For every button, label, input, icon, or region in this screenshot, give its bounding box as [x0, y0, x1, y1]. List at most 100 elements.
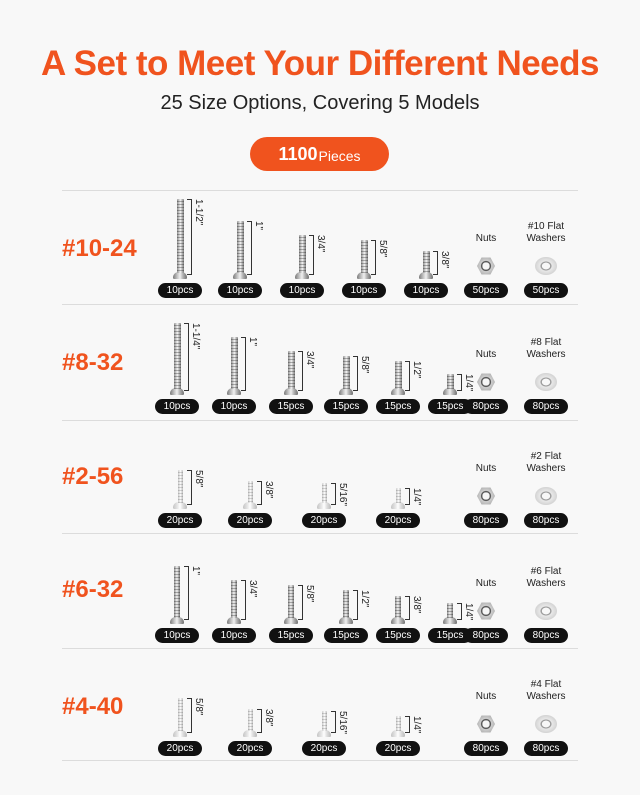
flat-washer-icon — [535, 602, 557, 620]
hex-nut-icon — [477, 602, 495, 620]
length-bracket — [187, 470, 192, 505]
quantity-badge: 10pcs — [212, 399, 256, 414]
screw-head — [295, 272, 309, 279]
parts-list: 1" 10pcs 3/4" 10pcs 5/8" 15pcs 1/2" 15pcs 3/8" 15… — [155, 534, 578, 649]
washer-label: #6 Flat Washers — [516, 566, 576, 590]
screw-size-label: 5/8" — [193, 698, 204, 716]
quantity-badge: 20pcs — [158, 513, 202, 528]
quantity-badge: 80pcs — [464, 399, 508, 414]
size-row: #6-32 1" 10pcs 3/4" 10pcs 5/8" 15pcs 1/2" 15pcs 3… — [62, 533, 578, 649]
quantity-badge: 15pcs — [324, 628, 368, 643]
length-bracket — [257, 709, 262, 733]
screw-size-label: 1/2" — [411, 361, 422, 379]
screw-head — [284, 388, 298, 395]
washer-label: #8 Flat Washers — [516, 337, 576, 361]
washer-label: #10 Flat Washers — [516, 221, 576, 245]
screw-size-label: 3/4" — [247, 580, 258, 598]
screw-head — [284, 617, 298, 624]
washer-label: #4 Flat Washers — [516, 679, 576, 703]
screw-head — [243, 502, 257, 509]
quantity-badge: 80pcs — [464, 741, 508, 756]
length-bracket — [331, 483, 336, 505]
pieces-badge: 1100 Pieces — [250, 137, 389, 171]
quantity-badge: 10pcs — [155, 628, 199, 643]
washer-label-line1: #2 Flat — [530, 451, 562, 462]
screw-shaft — [343, 590, 349, 618]
screw-thread — [446, 374, 454, 389]
length-bracket — [457, 603, 462, 620]
screw-shaft — [395, 596, 401, 618]
screw-head — [443, 388, 457, 395]
length-bracket — [298, 351, 303, 391]
quantity-badge: 80pcs — [464, 628, 508, 643]
screw-thread — [321, 483, 327, 503]
nut-label: Nuts — [475, 691, 497, 702]
quantity-badge: 10pcs — [155, 399, 199, 414]
quantity-badge: 10pcs — [342, 283, 386, 298]
length-bracket — [405, 361, 410, 391]
screw-head — [339, 388, 353, 395]
screw-size-label: 3/8" — [411, 596, 422, 614]
parts-list: 1-1/2" 10pcs 1" 10pcs 3/4" 10pcs 5/8" 10pcs 3/8"… — [158, 191, 578, 305]
screw-shaft — [174, 566, 180, 618]
pieces-count: 1100 — [278, 143, 318, 164]
size-row: #2-56 5/8" 20pcs 3/8" 20pcs 5/16" 20pcs 1/4" 20p… — [62, 420, 578, 534]
length-bracket — [298, 585, 303, 620]
length-bracket — [405, 488, 410, 505]
screw-shaft — [176, 199, 184, 273]
screw-shaft — [395, 488, 401, 503]
length-bracket — [457, 374, 462, 391]
quantity-badge: 15pcs — [428, 628, 472, 643]
quantity-badge: 15pcs — [269, 399, 313, 414]
screw-size-label: 1/4" — [411, 716, 422, 734]
nut-label: Nuts — [475, 463, 497, 474]
screw-shaft — [422, 251, 430, 273]
screw-thread — [247, 481, 253, 503]
quantity-badge: 20pcs — [376, 741, 420, 756]
screw-thread — [447, 603, 453, 618]
quantity-badge: 80pcs — [524, 399, 568, 414]
length-bracket — [331, 711, 336, 733]
page-title: A Set to Meet Your Different Needs — [40, 44, 600, 83]
screw-shaft — [247, 481, 253, 503]
quantity-badge: 15pcs — [376, 399, 420, 414]
quantity-badge: 20pcs — [158, 741, 202, 756]
length-bracket — [433, 251, 438, 275]
screw-head — [391, 388, 405, 395]
quantity-badge: 15pcs — [324, 399, 368, 414]
screw-thread — [395, 488, 401, 503]
flat-washer-icon — [535, 257, 557, 275]
screw-head — [227, 617, 241, 624]
screw-size-label: 5/8" — [359, 356, 370, 374]
screw-shaft — [287, 351, 295, 389]
screw-size-label: 5/16" — [337, 483, 348, 507]
screw-shaft — [447, 603, 453, 618]
flat-washer-icon — [535, 487, 557, 505]
screw-head — [173, 272, 187, 279]
screw-thread — [395, 716, 401, 731]
length-bracket — [353, 590, 358, 620]
model-label: #4-40 — [62, 693, 124, 720]
screw-shaft — [177, 470, 183, 503]
screw-head — [243, 730, 257, 737]
quantity-badge: 10pcs — [280, 283, 324, 298]
screw-thread — [288, 585, 294, 618]
screw-size-label: 3/4" — [304, 351, 315, 369]
screw-thread — [176, 199, 184, 273]
screw-shaft — [321, 711, 327, 731]
screw-thread — [395, 596, 401, 618]
quantity-badge: 80pcs — [524, 741, 568, 756]
quantity-badge: 80pcs — [464, 513, 508, 528]
length-bracket — [257, 481, 262, 505]
length-bracket — [405, 716, 410, 733]
quantity-badge: 80pcs — [524, 513, 568, 528]
screw-size-label: 1-1/2" — [193, 199, 204, 226]
screw-shaft — [173, 323, 181, 389]
nut-label: Nuts — [475, 349, 497, 360]
screw-size-label: 5/8" — [304, 585, 315, 603]
screw-head — [443, 617, 457, 624]
screw-head — [317, 502, 331, 509]
screw-head — [391, 730, 405, 737]
size-row: #4-40 5/8" 20pcs 3/8" 20pcs 5/16" 20pcs 1/4" 20p… — [62, 648, 578, 761]
screw-size-label: 1" — [190, 566, 201, 576]
